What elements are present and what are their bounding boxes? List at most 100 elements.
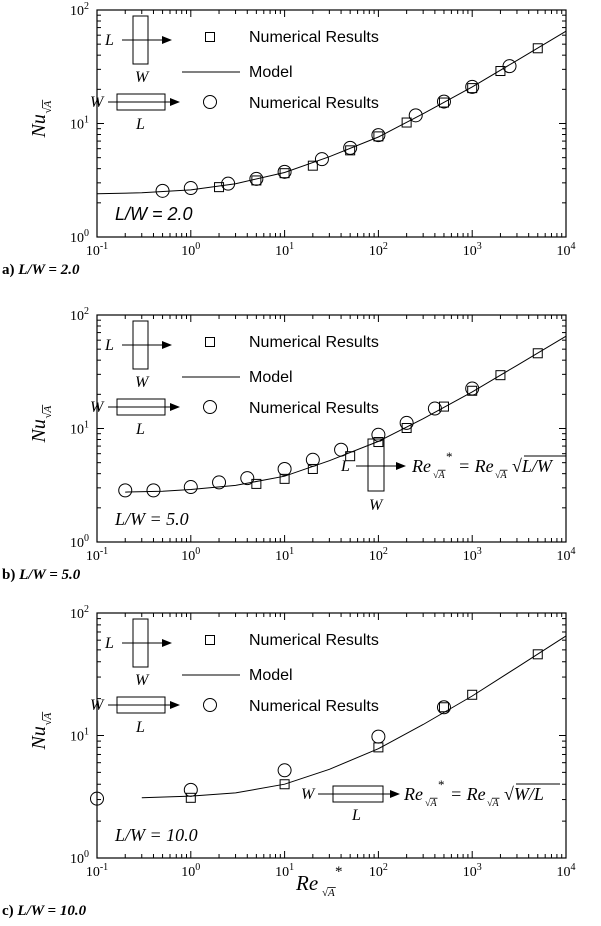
x-tick-label: 104 (557, 546, 576, 564)
model-line (125, 335, 567, 493)
inset-dim-W: W (301, 786, 316, 803)
chart-panel-b: 10-1 100 101 102 103 104100101102Nu√ALWNumeri… (28, 306, 576, 564)
data-point-circle (240, 471, 255, 486)
x-tick-label: 10-1 (86, 862, 108, 880)
data-point-square (401, 117, 412, 128)
ratio-annotation: L/W = 5.0 (114, 509, 189, 529)
y-axis-label-subscript: √A (42, 712, 54, 725)
tick-label-base: 101 (275, 546, 294, 564)
x-tick-label: 10-1 (86, 241, 108, 259)
data-point-circle (399, 415, 414, 430)
data-point-square (307, 463, 318, 474)
data-point-circle (277, 164, 292, 179)
data-point-square (532, 348, 543, 359)
tick-label-exponent: -1 (100, 241, 108, 252)
tick-label-exponent: 3 (477, 546, 482, 557)
y-tick-label: 102 (70, 1, 89, 19)
data-point-circle (436, 94, 451, 109)
data-point-circle (408, 108, 423, 123)
tick-label-base: 101 (70, 115, 89, 133)
tick-label-base: 104 (557, 546, 576, 564)
data-point-circle (221, 176, 236, 191)
tick-label-exponent: 0 (195, 241, 200, 252)
x-tick-label: 102 (369, 546, 388, 564)
inset-ratio-root: √L/W (512, 456, 554, 476)
x-axis-label-text: Re (295, 871, 318, 895)
tick-label-base: 10-1 (86, 241, 108, 259)
tick-label-base: 104 (557, 241, 576, 259)
tick-label-exponent: 2 (84, 1, 89, 12)
x-tick-label: 102 (369, 862, 388, 880)
tick-label-exponent: 1 (289, 241, 294, 252)
data-point-circle (371, 729, 386, 744)
legend-dim-L: L (104, 32, 114, 49)
inset-dim-W: W (369, 497, 384, 514)
legend-label: Model (249, 369, 293, 386)
data-point-square (307, 160, 318, 171)
tick-label-base: 103 (463, 862, 482, 880)
y-axis-label: Nu√A (28, 99, 54, 139)
series-circle (155, 59, 517, 198)
series-circle (118, 381, 480, 498)
data-point-square (532, 43, 543, 54)
tick-label-base: 10-1 (86, 546, 108, 564)
y-tick-label: 101 (70, 727, 89, 745)
x-tick-label: 10-1 (86, 546, 108, 564)
data-point-circle (183, 782, 198, 797)
inset-star: * (438, 777, 445, 792)
legend-icon-vertical-rect: LW (104, 15, 172, 86)
data-point-circle (212, 475, 227, 490)
data-point-square (401, 423, 412, 434)
y-tick-label: 102 (70, 306, 89, 324)
legend-dim-L: L (135, 116, 145, 133)
data-point-circle (277, 461, 292, 476)
data-point-square (251, 478, 262, 489)
tick-label-base: 103 (463, 546, 482, 564)
legend-dim-W: W (90, 94, 105, 111)
series-square (251, 348, 543, 489)
legend-label: Numerical Results (249, 698, 379, 715)
data-point-circle (90, 791, 104, 806)
series-circle (90, 700, 451, 806)
x-tick-label: 101 (275, 546, 294, 564)
tick-label-base: 102 (70, 604, 89, 622)
tick-label-base: 102 (369, 241, 388, 259)
tick-label-exponent: 1 (289, 862, 294, 873)
tick-label-exponent: 2 (84, 604, 89, 615)
data-point-circle (277, 763, 292, 778)
x-tick-label: 101 (275, 862, 294, 880)
y-axis-label-text: Nu (28, 114, 50, 138)
data-point-square (438, 702, 449, 713)
data-point-circle (203, 400, 217, 414)
legend-label: Numerical Results (249, 29, 379, 46)
data-point-circle (371, 427, 386, 442)
legend-dim-L: L (135, 719, 145, 736)
inset-re-star: Re (411, 456, 431, 476)
legend-icon-horizontal-rect: WL (90, 398, 180, 438)
axis-ticks (96, 315, 566, 543)
data-point-circle (436, 700, 451, 715)
legend-dim-L: L (135, 421, 145, 438)
legend-arrow-head (162, 36, 172, 44)
data-point-circle (427, 401, 442, 416)
panel-label-a: a) L/W = 2.0 (2, 262, 80, 278)
y-axis-label: Nu√A (28, 711, 54, 751)
x-tick-label: 100 (181, 546, 200, 564)
x-tick-label: 103 (463, 241, 482, 259)
axis-ticks (96, 613, 566, 859)
ratio-annotation: L/W = 10.0 (114, 825, 198, 845)
y-tick-label: 101 (70, 115, 89, 133)
tick-label-base: 102 (369, 546, 388, 564)
y-axis-label-text: Nu (28, 419, 50, 443)
inset-dim-L: L (340, 458, 350, 475)
tick-label-base: 100 (181, 241, 200, 259)
tick-label-base: 100 (181, 862, 200, 880)
tick-label-exponent: 4 (571, 862, 576, 873)
tick-label-exponent: 0 (195, 546, 200, 557)
legend-dim-L: L (104, 337, 114, 354)
tick-label-exponent: 0 (84, 849, 89, 860)
